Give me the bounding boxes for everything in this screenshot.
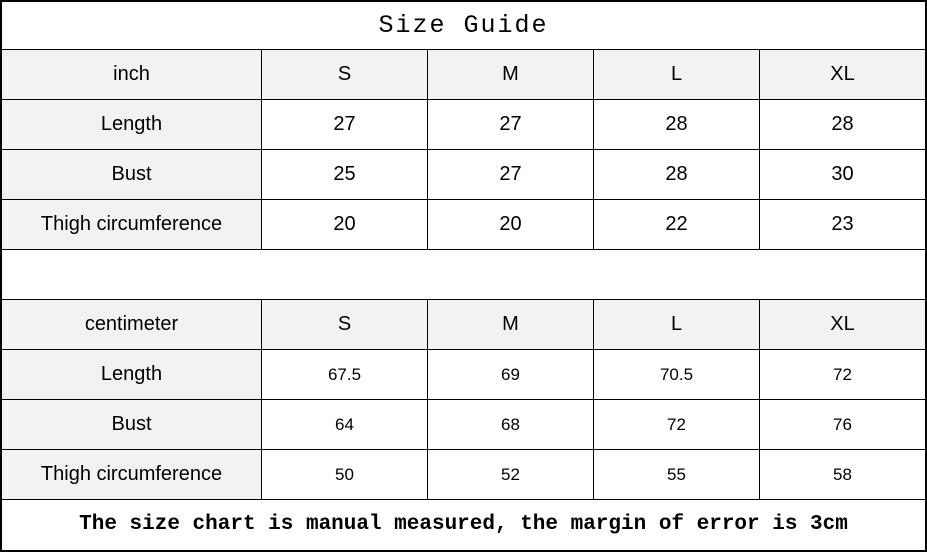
table-row: Length 67.5 69 70.5 72 (2, 350, 925, 400)
measurement-value: 27 (428, 100, 594, 149)
measurement-value: 58 (833, 464, 852, 484)
unit-header: inch (2, 50, 262, 99)
measurement-label: Thigh circumference (2, 450, 262, 499)
measurement-label: Bust (2, 150, 262, 199)
measurement-value: 55 (594, 450, 760, 499)
measurement-value: 22 (594, 200, 760, 249)
measurement-label: Length (2, 350, 262, 399)
measurement-label: Bust (2, 400, 262, 449)
measurement-value: 69 (428, 350, 594, 399)
measurement-value: 27 (428, 150, 594, 199)
footer-note: The size chart is manual measured, the m… (79, 512, 848, 536)
measurement-value: 52 (428, 450, 594, 499)
size-header: L (594, 50, 760, 99)
measurement-value: 25 (262, 150, 428, 199)
size-header: S (262, 300, 428, 349)
measurement-value: 67.5 (262, 350, 428, 399)
size-header: XL (760, 300, 925, 349)
table-row: Thigh circumference 20 20 22 23 (2, 200, 925, 250)
measurement-value: 68 (428, 400, 594, 449)
inch-table-header-row: inch S M L XL (2, 50, 925, 100)
measurement-value: 50 (262, 450, 428, 499)
unit-header: centimeter (2, 300, 262, 349)
size-header: XL (760, 50, 925, 99)
measurement-value: 20 (428, 200, 594, 249)
measurement-label: Thigh circumference (2, 200, 262, 249)
cm-table-header-row: centimeter S M L XL (2, 300, 925, 350)
measurement-label: Length (2, 100, 262, 149)
table-row: Thigh circumference 50 52 55 58 (2, 450, 925, 500)
table-row: Bust 25 27 28 30 (2, 150, 925, 200)
measurement-value: 30 (831, 163, 854, 185)
measurement-value: 76 (833, 414, 852, 434)
page-title: Size Guide (2, 2, 925, 50)
size-header: M (428, 50, 594, 99)
measurement-value: 20 (262, 200, 428, 249)
measurement-value: 72 (594, 400, 760, 449)
measurement-value: 70.5 (594, 350, 760, 399)
measurement-value: 27 (262, 100, 428, 149)
measurement-value: 72 (833, 364, 852, 384)
spacer-row (2, 250, 925, 300)
size-header: M (428, 300, 594, 349)
size-header: L (594, 300, 760, 349)
measurement-value: 23 (831, 213, 854, 235)
size-header: S (262, 50, 428, 99)
measurement-value: 28 (831, 113, 854, 135)
measurement-value: 28 (594, 100, 760, 149)
measurement-value: 64 (262, 400, 428, 449)
table-row: Bust 64 68 72 76 (2, 400, 925, 450)
measurement-value: 28 (594, 150, 760, 199)
table-row: Length 27 27 28 28 (2, 100, 925, 150)
